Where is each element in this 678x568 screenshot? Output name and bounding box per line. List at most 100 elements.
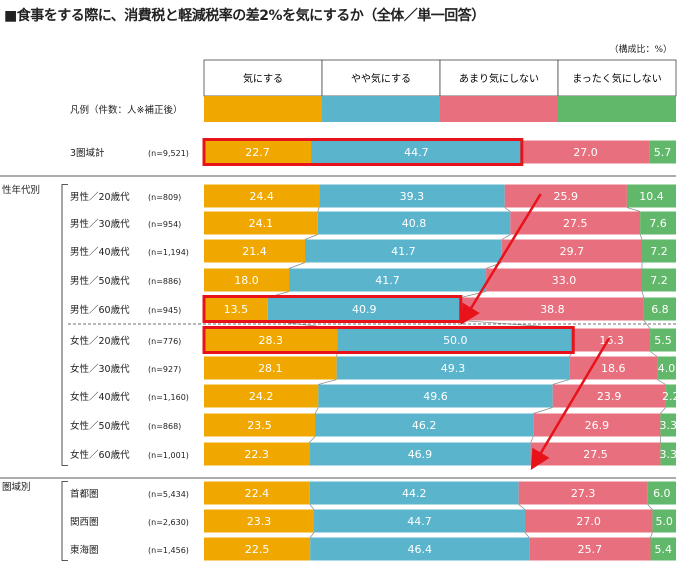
bar-segment xyxy=(305,239,502,263)
connector-line xyxy=(650,532,653,538)
connector-line xyxy=(524,532,530,538)
bar-segment xyxy=(309,481,519,505)
bar-segment xyxy=(518,481,648,505)
n-label: (n=2,630) xyxy=(148,518,189,527)
data-label: 5.7 xyxy=(654,146,672,159)
connector-line xyxy=(314,407,319,414)
n-label: (n=9,521) xyxy=(148,149,189,158)
bar-segment xyxy=(311,140,522,164)
group-bracket xyxy=(61,481,68,561)
n-label: (n=927) xyxy=(148,365,181,374)
n-label: (n=868) xyxy=(148,422,181,431)
category-label: 男性／20歳代 xyxy=(70,191,130,203)
data-label: 46.2 xyxy=(412,419,437,432)
legend-box xyxy=(321,59,441,97)
data-label: 25.9 xyxy=(554,190,579,203)
connector-line xyxy=(533,407,553,414)
category-label: 女性／60歳代 xyxy=(70,449,130,461)
data-label: 41.7 xyxy=(391,245,416,258)
bar-segment xyxy=(204,384,319,408)
bar-segment xyxy=(642,239,676,263)
data-label: 6.8 xyxy=(651,303,669,316)
legend-box xyxy=(557,59,677,97)
data-label: 7.2 xyxy=(650,245,668,258)
connector-line xyxy=(317,207,320,212)
data-label: 24.1 xyxy=(249,217,274,230)
group-label: 性年代別 xyxy=(2,184,40,196)
connector-line xyxy=(649,351,658,357)
connector-line xyxy=(309,436,316,443)
data-label: 13.5 xyxy=(224,303,249,316)
data-label: 23.5 xyxy=(247,419,272,432)
bar-segment xyxy=(204,328,338,352)
bar-segment xyxy=(318,384,553,408)
data-label: 22.3 xyxy=(244,448,269,461)
data-label: 49.3 xyxy=(441,362,466,375)
data-label: 23.3 xyxy=(247,515,272,528)
legend-label: やや気にする xyxy=(351,72,411,85)
category-label: 男性／60歳代 xyxy=(70,304,130,316)
connector-line xyxy=(656,379,666,385)
category-label: 女性／30歳代 xyxy=(70,363,130,375)
category-label: 3圏域計 xyxy=(70,147,105,159)
data-label: 7.6 xyxy=(649,217,667,230)
highlight-box xyxy=(202,295,463,323)
data-label: 5.4 xyxy=(655,543,673,556)
legend-swatch xyxy=(440,96,558,122)
connector-line xyxy=(641,291,645,298)
legend-box xyxy=(203,59,323,97)
data-label: 40.8 xyxy=(402,217,427,230)
data-label: 38.8 xyxy=(540,303,565,316)
legend-box xyxy=(439,59,559,97)
bar-segment xyxy=(665,384,676,408)
bar-segment xyxy=(533,413,661,437)
bar-segment xyxy=(647,481,676,505)
bar-segment xyxy=(204,442,310,466)
data-label: 29.7 xyxy=(560,245,585,258)
connector-line xyxy=(504,207,511,212)
bar-segment xyxy=(319,184,505,208)
connector-line xyxy=(626,207,641,212)
connector-line xyxy=(309,532,315,538)
bar-segment xyxy=(204,268,290,292)
data-label: 22.4 xyxy=(245,487,270,500)
bar-segment xyxy=(204,239,306,263)
bar-segment xyxy=(204,509,314,533)
category-label: 首都圏 xyxy=(70,488,99,500)
data-label: 28.3 xyxy=(258,334,283,347)
legend-label: 気にする xyxy=(243,72,283,85)
category-label: 東海圏 xyxy=(70,544,99,556)
bars: 22.7 44.7 27.0 5.7 24.4 39.3 25.9 10.4 24.1 40.8 2… xyxy=(204,140,678,561)
n-label: (n=954) xyxy=(148,220,181,229)
data-label: 49.6 xyxy=(423,390,448,403)
legend-swatch xyxy=(558,96,676,122)
data-label: 27.0 xyxy=(576,515,601,528)
data-label: 7.2 xyxy=(650,274,668,287)
row-labels: 3圏域計 (n=9,521) 男性／20歳代 (n=809) 男性／30歳代 (n=954… xyxy=(0,147,676,561)
n-label: (n=1,456) xyxy=(148,546,189,555)
legend-swatch xyxy=(204,96,322,122)
bar-segment xyxy=(660,442,676,466)
legend-label: まったく気にしない xyxy=(572,72,662,85)
bar-segment xyxy=(317,211,511,235)
connector-line xyxy=(288,262,306,269)
bar-segment xyxy=(204,297,268,321)
bar-segment xyxy=(643,297,676,321)
data-label: 27.3 xyxy=(571,487,596,500)
trend-arrow xyxy=(530,337,611,470)
annotations xyxy=(202,138,611,470)
highlight-box xyxy=(202,138,524,166)
bar-segment xyxy=(660,413,676,437)
bar-segment xyxy=(486,268,642,292)
n-label: (n=776) xyxy=(148,337,181,346)
legend-label: あまり気にしない xyxy=(459,72,539,85)
category-label: 女性／20歳代 xyxy=(70,335,130,347)
bar-segment xyxy=(501,239,643,263)
data-label: 5.0 xyxy=(655,515,673,528)
data-label: 21.4 xyxy=(242,245,267,258)
n-label: (n=1,001) xyxy=(148,451,189,460)
bar-segment xyxy=(310,537,530,561)
data-label: 28.1 xyxy=(258,362,283,375)
data-label: 33.0 xyxy=(552,274,577,287)
data-label: 2.2 xyxy=(662,390,678,403)
